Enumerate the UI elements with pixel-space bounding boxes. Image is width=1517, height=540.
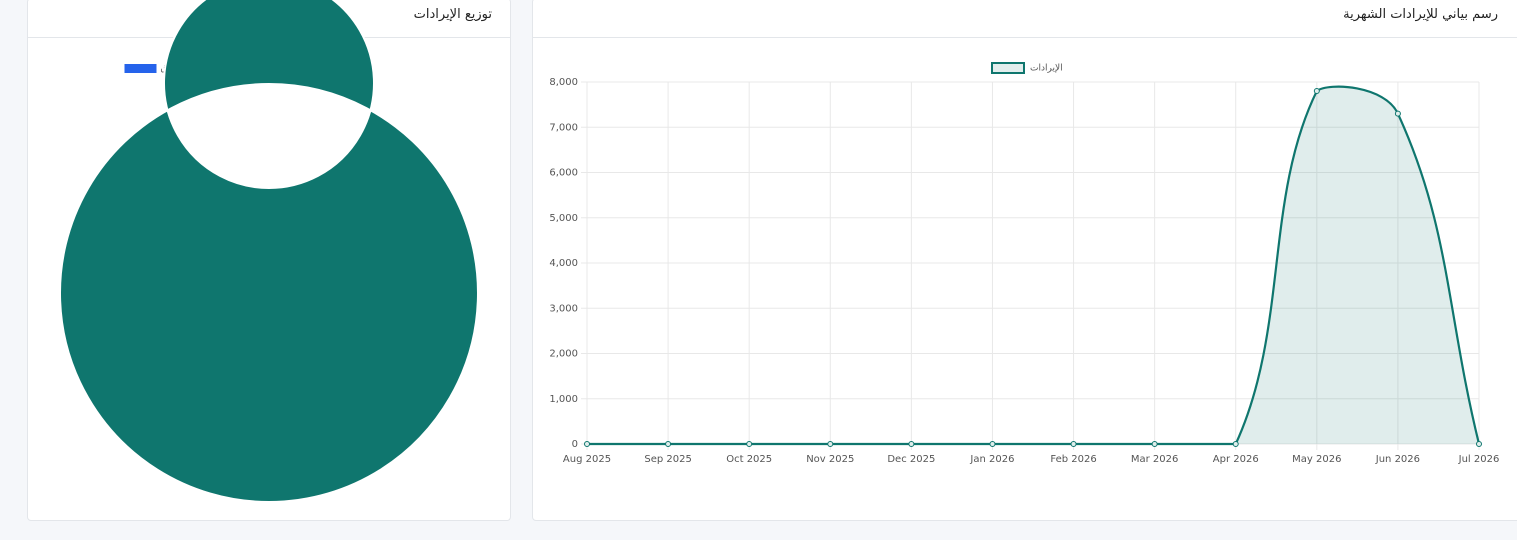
point <box>746 441 753 447</box>
y-tick-label: 6,000 <box>549 168 578 179</box>
point <box>665 441 672 447</box>
doughnut-segment <box>59 0 479 503</box>
x-tick-label: Jun 2026 <box>1375 454 1420 465</box>
point <box>1476 441 1482 447</box>
legend-label: الإيرادات <box>1030 64 1063 74</box>
x-tick-label: Jul 2026 <box>1458 454 1500 465</box>
y-tick-label: 5,000 <box>549 213 578 224</box>
x-tick-label: Oct 2025 <box>726 454 772 465</box>
y-tick-label: 2,000 <box>549 349 578 360</box>
y-tick-label: 7,000 <box>549 122 578 133</box>
point <box>989 441 996 447</box>
line <box>587 85 1481 446</box>
point <box>1151 441 1158 447</box>
x-tick-label: Mar 2026 <box>1131 454 1179 465</box>
point <box>1232 441 1239 447</box>
legend-swatch <box>991 62 1025 74</box>
x-tick-label: Jan 2026 <box>969 454 1014 465</box>
y-tick-label: 8,000 <box>549 77 578 88</box>
point <box>827 441 834 447</box>
x-tick-label: Nov 2025 <box>806 454 854 465</box>
y-tick-label: 4,000 <box>549 258 578 269</box>
card-title: رسم بياني للإيرادات الشهرية <box>533 0 1517 38</box>
area <box>587 86 1479 444</box>
legend-swatch <box>124 64 157 73</box>
x-tick-label: Apr 2026 <box>1213 454 1259 465</box>
x-tick-label: Dec 2025 <box>887 454 935 465</box>
x-tick-label: Sep 2025 <box>644 454 691 465</box>
x-tick-label: Feb 2026 <box>1050 454 1096 465</box>
y-tick-label: 0 <box>572 439 578 450</box>
x-tick-label: Aug 2025 <box>563 454 611 465</box>
point <box>1313 88 1320 95</box>
point <box>1070 441 1077 447</box>
x-tick-label: May 2026 <box>1292 454 1341 465</box>
y-tick-label: 1,000 <box>549 394 578 405</box>
point <box>1394 110 1401 117</box>
y-tick-label: 3,000 <box>549 303 578 314</box>
point <box>584 441 590 447</box>
point <box>908 441 915 447</box>
